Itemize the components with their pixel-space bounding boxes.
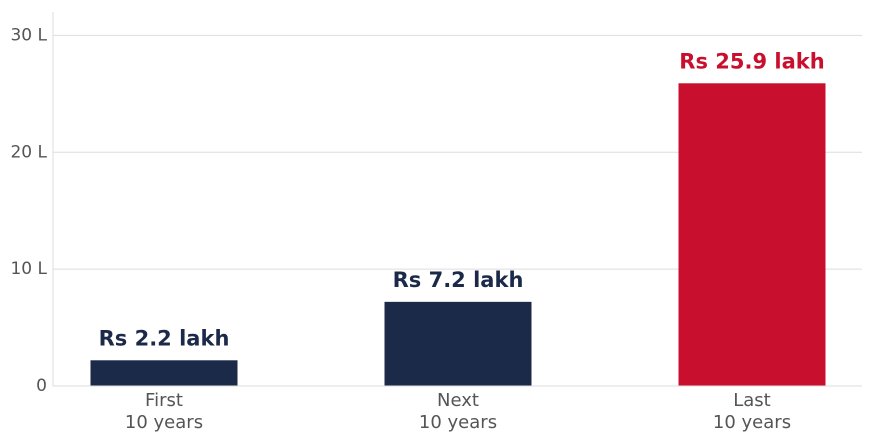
value-label: Rs 25.9 lakh [679,49,824,73]
x-tick-label: Next 10 years [419,390,497,433]
bar [678,83,826,386]
y-tick-label: 20 L [10,142,47,162]
value-label: Rs 2.2 lakh [99,326,230,350]
bar [384,301,532,386]
x-tick-label: First 10 years [125,390,203,433]
bar [90,360,238,386]
value-label: Rs 7.2 lakh [393,268,524,292]
y-tick-label: 0 [36,376,47,396]
y-tick-label: 30 L [10,25,47,45]
x-tick-label: Last 10 years [713,390,791,433]
y-tick-label: 10 L [10,259,47,279]
